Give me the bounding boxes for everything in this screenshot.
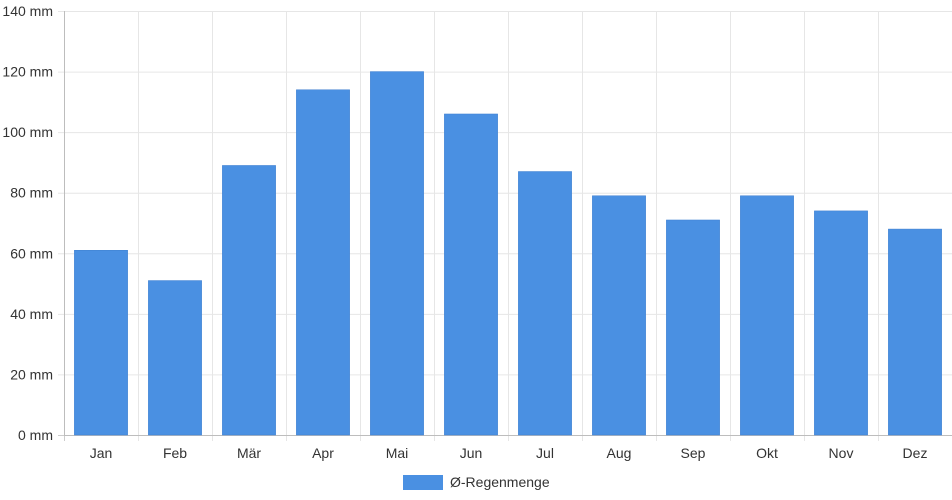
bar-Sep[interactable] [666,219,720,436]
y-tick-label: 80 mm [10,185,53,201]
y-tick-label: 40 mm [10,306,53,322]
legend-label[interactable]: Ø-Regenmenge [450,474,550,490]
x-tick-label: Sep [681,445,706,461]
bar-Okt[interactable] [740,195,794,436]
x-tick-label: Aug [607,445,632,461]
bar-Nov[interactable] [814,210,868,436]
bar-Feb[interactable] [148,280,202,436]
y-tick-label: 20 mm [10,366,53,382]
x-tick-label: Apr [312,445,334,461]
legend[interactable]: Ø-Regenmenge [403,474,550,490]
y-tick-label: 60 mm [10,245,53,261]
y-tick-label: 100 mm [2,124,53,140]
x-axis-tick-labels: Jan Feb Mär Apr Mai Jun Jul Aug Sep Okt Nov Dez [90,445,928,461]
bar-Apr[interactable] [296,89,350,436]
legend-swatch[interactable] [403,475,443,490]
bar-Jul[interactable] [518,171,572,436]
bar-Jan[interactable] [74,250,128,436]
axes [64,11,952,436]
bar-Mär[interactable] [222,165,276,436]
x-tick-label: Nov [829,445,854,461]
bar-Aug[interactable] [592,195,646,436]
x-tick-label: Jun [460,445,483,461]
y-axis-tick-labels: 0 mm 20 mm 40 mm 60 mm 80 mm 100 mm 120 mm 140 … [2,3,53,443]
x-tick-label: Dez [903,445,928,461]
bar-series [74,71,942,436]
bar-Mai[interactable] [370,71,424,436]
x-tick-label: Feb [163,445,187,461]
x-tick-label: Okt [756,445,778,461]
x-tick-label: Mär [237,445,261,461]
y-tick-label: 120 mm [2,64,53,80]
x-tick-label: Mai [386,445,409,461]
bar-Dez[interactable] [888,228,942,436]
x-tick-label: Jul [536,445,554,461]
y-tick-label: 140 mm [2,3,53,19]
y-tick-label: 0 mm [18,427,53,443]
bar-Jun[interactable] [444,113,498,436]
x-tick-label: Jan [90,445,113,461]
grid-lines [58,11,952,441]
